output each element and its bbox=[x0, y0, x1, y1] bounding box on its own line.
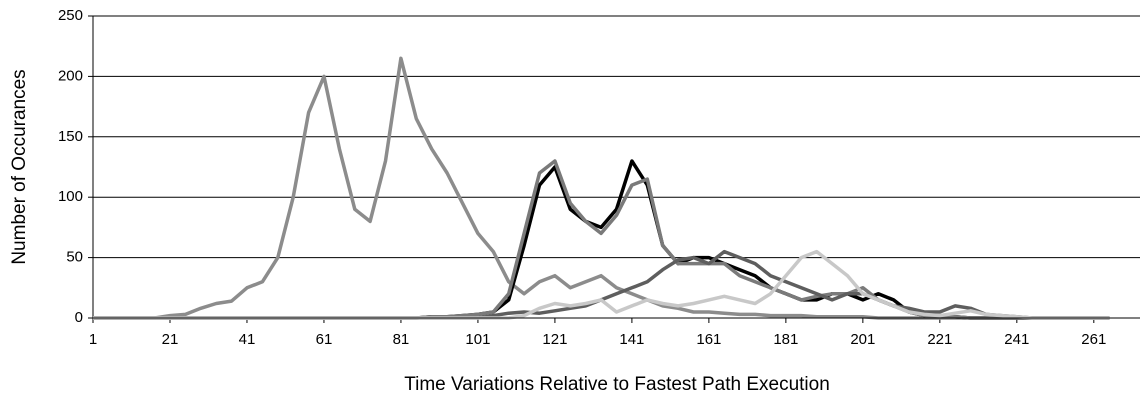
x-tick-label: 121 bbox=[542, 331, 567, 348]
x-tick-label: 1 bbox=[89, 331, 97, 348]
x-tick-label: 81 bbox=[393, 331, 410, 348]
x-tick-label: 261 bbox=[1081, 331, 1106, 348]
x-tick-label: 141 bbox=[619, 331, 644, 348]
series-line bbox=[93, 56, 1110, 320]
x-tick-label: 101 bbox=[465, 331, 490, 348]
series-line bbox=[93, 159, 1110, 320]
x-tick-label: 161 bbox=[696, 331, 721, 348]
y-tick-label: 250 bbox=[58, 7, 83, 24]
series-line bbox=[93, 249, 1110, 320]
x-tick-label: 201 bbox=[850, 331, 875, 348]
y-tick-label: 150 bbox=[58, 128, 83, 145]
series-line bbox=[93, 249, 1110, 320]
x-tick-label: 41 bbox=[239, 331, 256, 348]
x-tick-label: 221 bbox=[927, 331, 952, 348]
x-axis-title: Time Variations Relative to Fastest Path… bbox=[404, 374, 830, 395]
x-tick-label: 241 bbox=[1004, 331, 1029, 348]
y-tick-label: 200 bbox=[58, 67, 83, 84]
y-tick-label: 100 bbox=[58, 188, 83, 205]
x-tick-label: 21 bbox=[162, 331, 179, 348]
series-line bbox=[93, 159, 1110, 320]
y-tick-label: 50 bbox=[66, 249, 83, 266]
y-tick-label: 0 bbox=[75, 309, 83, 326]
x-tick-label: 181 bbox=[773, 331, 798, 348]
y-axis-title: Number of Occurances bbox=[9, 69, 30, 264]
x-tick-label: 61 bbox=[316, 331, 333, 348]
